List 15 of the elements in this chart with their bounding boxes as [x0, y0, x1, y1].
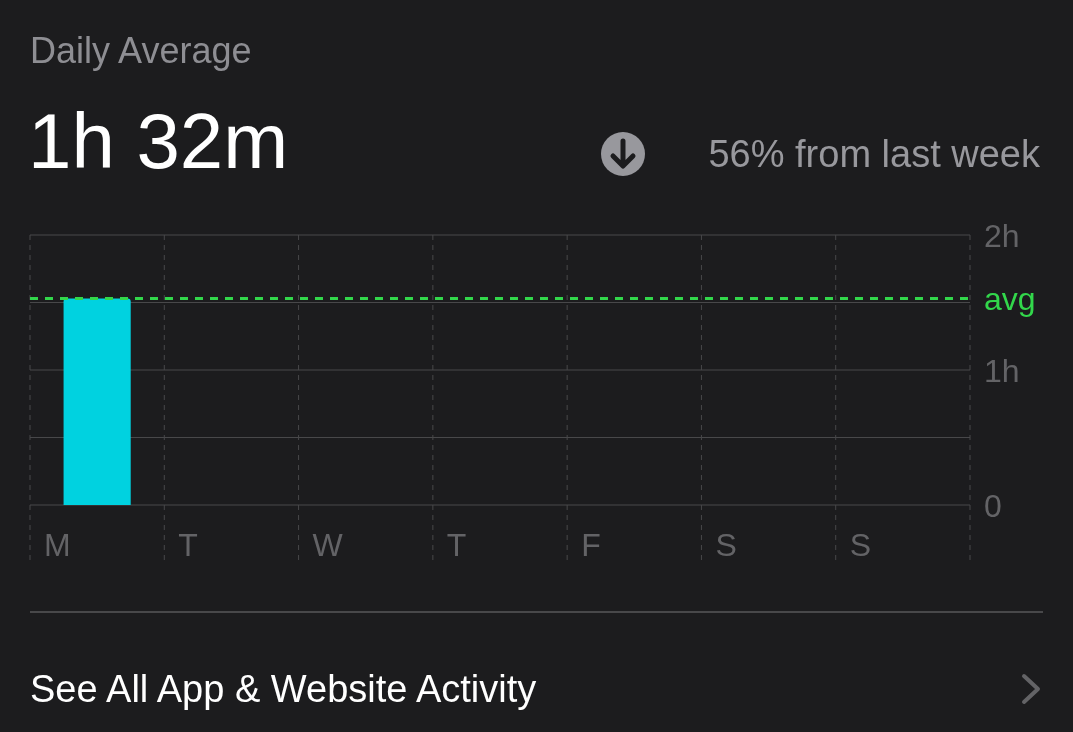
x-tick-label: W	[312, 527, 344, 563]
y-tick-label: 0	[984, 487, 1002, 524]
x-tick-label: T	[446, 527, 467, 563]
x-tick-label: T	[178, 527, 198, 563]
chart-title: Daily Average	[30, 30, 252, 71]
x-tick-label: S	[715, 527, 737, 563]
chart-subtitle: 1h 32m	[28, 97, 289, 185]
x-tick-label: S	[849, 527, 872, 563]
ref-line-label: avg	[984, 280, 1036, 317]
y-tick-label: 2h	[984, 217, 1020, 254]
x-tick-label: M	[44, 527, 71, 563]
text: 56% from last week	[708, 133, 1041, 175]
x-tick-label: F	[581, 527, 601, 563]
text: See All App & Website Activity	[30, 668, 537, 710]
y-tick-label: 1h	[984, 352, 1020, 389]
